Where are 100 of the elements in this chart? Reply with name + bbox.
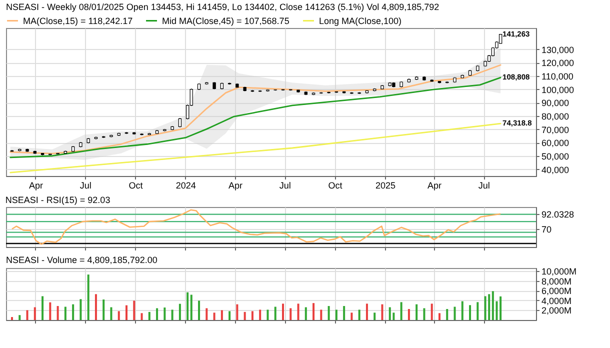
bar	[156, 308, 158, 320]
bar	[110, 307, 112, 320]
bar	[64, 306, 66, 320]
bar	[446, 309, 448, 320]
bar	[374, 312, 376, 320]
line-series	[10, 76, 502, 158]
y-tick-label: 60,000	[542, 138, 570, 148]
legend-label: Long MA(Close,100)	[319, 16, 402, 26]
bar	[408, 309, 410, 320]
line-series	[10, 64, 502, 154]
x-tick-label: Jul	[478, 180, 490, 190]
bar	[312, 303, 315, 320]
bar	[304, 307, 307, 320]
bar	[430, 304, 433, 320]
bar	[350, 312, 353, 320]
line-series	[10, 122, 502, 174]
bar	[94, 294, 97, 320]
bar	[366, 304, 368, 320]
bar	[454, 306, 456, 320]
y-tick-label: 70	[542, 224, 552, 235]
bar	[476, 302, 479, 320]
bar	[34, 307, 36, 320]
bar	[484, 296, 486, 320]
chart-title: NSEASI - RSI(15) = 92.03	[5, 195, 110, 205]
y-tick-label: 4,000M	[542, 296, 572, 306]
bar	[186, 292, 189, 320]
bar	[416, 304, 418, 320]
bar	[171, 310, 174, 320]
legend-label: Mid MA(Close,45) = 107,568.75	[162, 16, 290, 26]
bar	[492, 291, 494, 320]
bar	[148, 312, 150, 320]
bar	[343, 306, 346, 320]
bar	[282, 304, 284, 320]
bar	[220, 310, 223, 320]
bar	[228, 311, 231, 320]
x-tick-label: Oct	[328, 180, 343, 190]
bar	[423, 308, 426, 320]
bar	[198, 300, 200, 320]
bar	[80, 299, 82, 320]
bar	[438, 313, 440, 320]
y-tick-label: 8,000M	[542, 276, 572, 286]
y-tick-label: 10,000M	[542, 266, 577, 276]
bar	[213, 312, 216, 320]
bar	[178, 304, 181, 320]
x-tick-label: 2025	[375, 180, 396, 190]
bar	[381, 304, 384, 320]
bar	[49, 302, 52, 320]
bar	[118, 311, 120, 320]
bar	[190, 294, 192, 320]
bar	[126, 305, 128, 320]
y-tick-label: 70,000	[542, 124, 570, 135]
x-tick-label: Apr	[28, 180, 43, 190]
y-tick-label: 80,000	[542, 112, 570, 122]
legend-label: MA(Close,15) = 118,242.17	[23, 16, 133, 26]
bar	[290, 308, 292, 320]
bar	[11, 317, 13, 320]
bar	[42, 296, 44, 320]
bar	[206, 308, 208, 320]
bar	[236, 304, 238, 320]
candlestick	[498, 34, 502, 44]
bar	[500, 296, 502, 320]
x-tick-label: Jul	[279, 180, 291, 190]
bar	[358, 310, 360, 320]
chart-title: NSEASI - Weekly 08/01/2025 Open 134453, Hi 141459, Lo 134402, Close 141263 (5.1%) Vol 4,809,185,792	[6, 2, 440, 12]
chart-title: NSEASI - Volume = 4,809,185,792.00	[6, 254, 158, 265]
bar	[400, 302, 402, 320]
y-tick-label: 40,000	[542, 164, 570, 175]
bar	[244, 312, 246, 320]
bar	[488, 294, 490, 320]
y-tick-label: 110,000	[542, 72, 574, 82]
bar	[274, 306, 276, 320]
bar	[469, 305, 472, 320]
y-tick-label: 6,000M	[542, 286, 572, 296]
bar	[266, 310, 269, 320]
bar	[56, 306, 59, 320]
bar	[164, 307, 166, 320]
x-tick-label: Apr	[228, 180, 243, 190]
y-tick-label: 100,000	[542, 84, 574, 95]
bar	[328, 306, 330, 320]
bar	[102, 299, 105, 320]
candlestick	[178, 118, 182, 128]
y-tick-label: 130,000	[542, 44, 574, 55]
y-tick-label: 120,000	[542, 58, 574, 68]
y-tick-label: 50,000	[542, 152, 570, 162]
bar	[259, 310, 262, 320]
bar	[388, 307, 391, 320]
bar	[72, 304, 74, 320]
x-tick-label: Oct	[128, 180, 144, 190]
bar	[140, 313, 143, 320]
bar	[461, 301, 464, 320]
y-tick-label: 90,000	[542, 98, 570, 108]
bar	[26, 310, 28, 320]
bar	[335, 310, 338, 320]
bar	[18, 315, 21, 320]
x-tick-label: Apr	[428, 180, 442, 190]
bar	[251, 311, 254, 320]
y-tick-label: 2,000M	[542, 306, 572, 316]
y-tick-label: 92.0328	[542, 209, 574, 220]
line-series	[11, 209, 502, 245]
bar	[320, 310, 322, 320]
